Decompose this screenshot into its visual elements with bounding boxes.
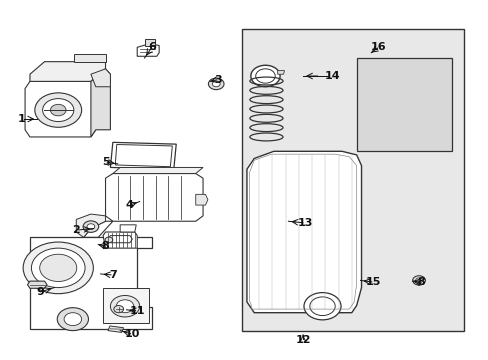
Circle shape: [40, 254, 77, 282]
Circle shape: [361, 114, 372, 123]
Polygon shape: [137, 44, 159, 56]
Polygon shape: [105, 174, 203, 221]
Bar: [242, 30, 463, 330]
Text: 15: 15: [366, 277, 381, 287]
Polygon shape: [115, 144, 172, 167]
Circle shape: [412, 276, 425, 285]
Circle shape: [57, 308, 88, 330]
Circle shape: [23, 242, 93, 294]
Polygon shape: [30, 237, 152, 329]
Text: 10: 10: [124, 329, 140, 339]
Text: 3: 3: [213, 75, 221, 85]
Text: 12: 12: [295, 334, 310, 345]
Text: 13: 13: [297, 218, 312, 228]
Text: 2: 2: [72, 225, 80, 235]
Polygon shape: [113, 167, 203, 174]
Text: 6: 6: [147, 42, 156, 52]
Polygon shape: [361, 105, 400, 130]
Circle shape: [212, 81, 220, 87]
Circle shape: [304, 293, 340, 320]
Polygon shape: [30, 62, 105, 81]
Polygon shape: [103, 288, 149, 323]
Circle shape: [87, 224, 95, 229]
Polygon shape: [108, 235, 132, 243]
Text: 1: 1: [17, 114, 25, 124]
Circle shape: [415, 278, 422, 283]
Polygon shape: [277, 71, 284, 74]
Circle shape: [250, 65, 280, 87]
Circle shape: [116, 300, 134, 313]
Circle shape: [309, 297, 334, 316]
Circle shape: [42, 99, 74, 122]
Polygon shape: [120, 225, 136, 232]
Polygon shape: [76, 214, 105, 237]
Circle shape: [114, 306, 123, 313]
Circle shape: [389, 114, 401, 123]
Circle shape: [392, 116, 398, 121]
Polygon shape: [108, 326, 123, 332]
Circle shape: [50, 104, 66, 116]
Circle shape: [31, 248, 85, 288]
Polygon shape: [91, 69, 110, 87]
Circle shape: [64, 313, 81, 325]
Polygon shape: [74, 54, 105, 62]
Circle shape: [105, 237, 113, 243]
Polygon shape: [83, 221, 113, 237]
Text: 8: 8: [102, 241, 109, 251]
Circle shape: [208, 78, 224, 90]
Circle shape: [364, 116, 369, 121]
Text: 5: 5: [102, 157, 109, 167]
Text: 8: 8: [416, 277, 424, 287]
Text: 14: 14: [324, 71, 339, 81]
Text: 9: 9: [37, 287, 44, 297]
Text: 4: 4: [126, 200, 134, 210]
Polygon shape: [91, 69, 110, 137]
Text: 16: 16: [370, 42, 386, 52]
Circle shape: [255, 69, 275, 83]
Polygon shape: [103, 232, 137, 248]
Circle shape: [83, 221, 99, 232]
Circle shape: [110, 296, 140, 317]
Polygon shape: [110, 142, 176, 169]
Bar: [356, 58, 451, 151]
Polygon shape: [246, 151, 361, 313]
Polygon shape: [145, 40, 155, 45]
Text: 7: 7: [109, 270, 117, 280]
Text: 11: 11: [129, 306, 144, 316]
Polygon shape: [195, 194, 207, 205]
Circle shape: [35, 93, 81, 127]
Polygon shape: [25, 81, 96, 137]
Polygon shape: [27, 281, 47, 288]
